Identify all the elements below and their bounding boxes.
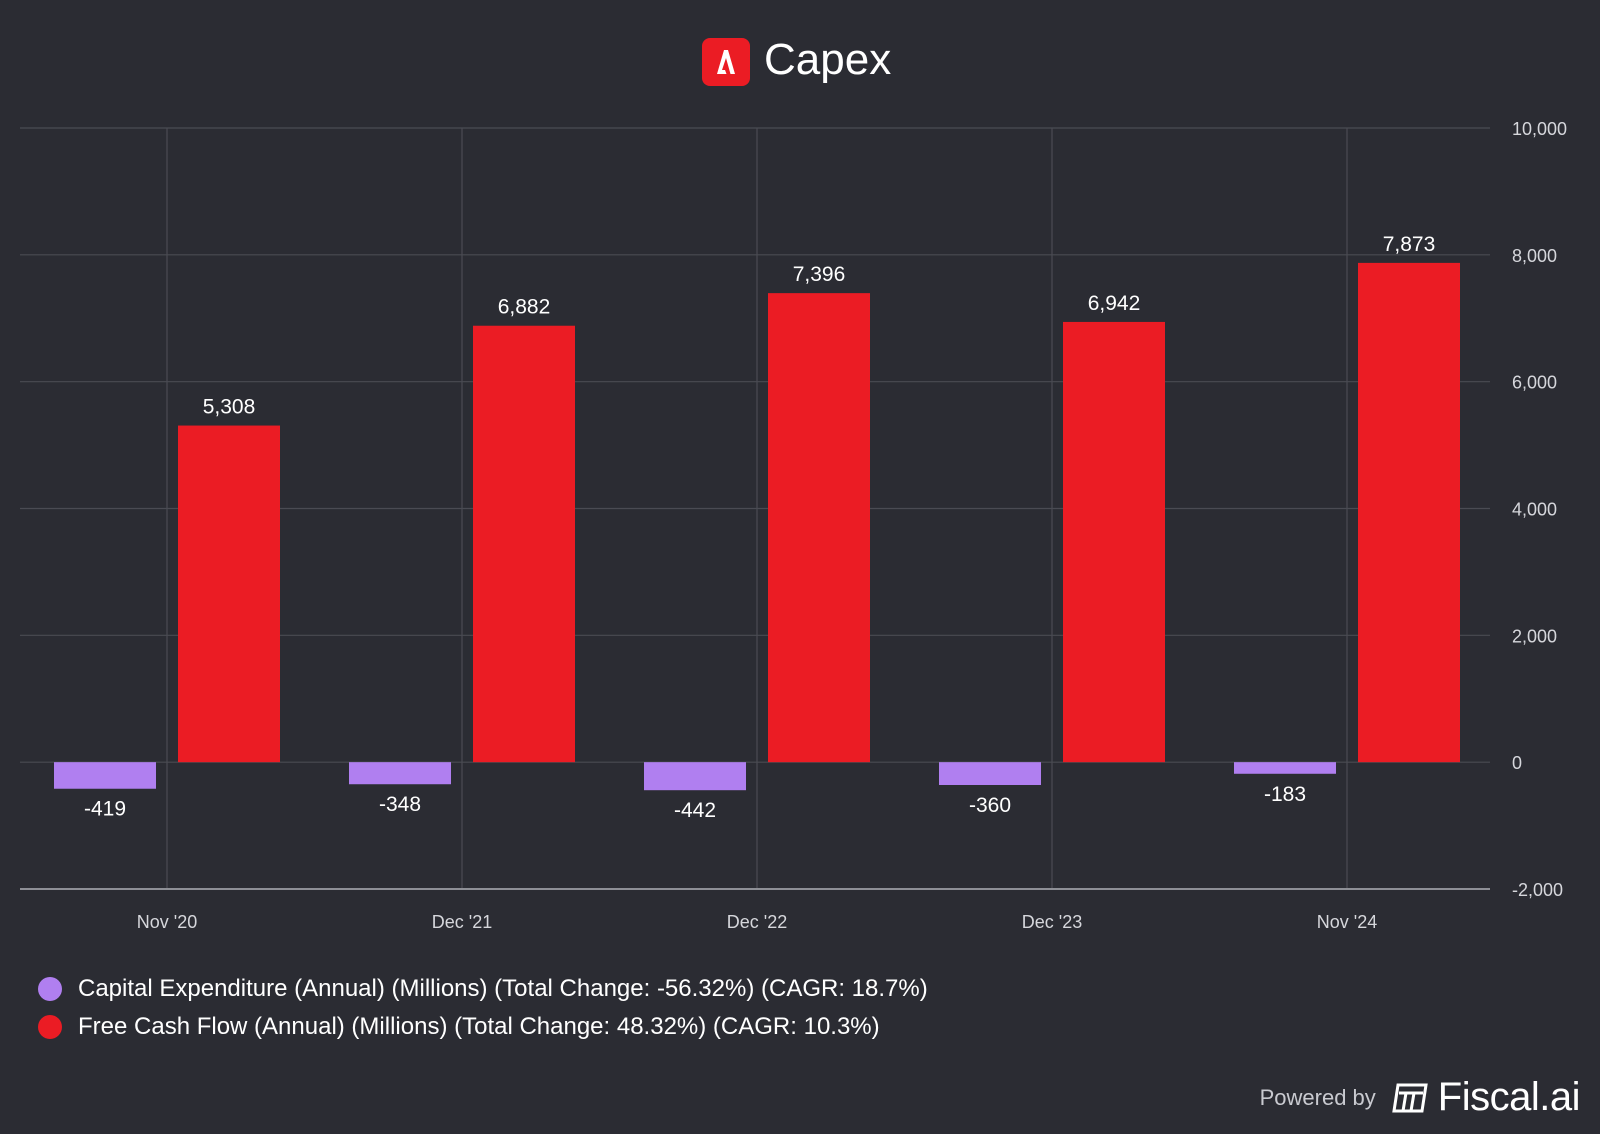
bar-fcf[interactable] [1358, 262, 1460, 763]
adobe-logo-icon [702, 38, 750, 86]
powered-by-text: Powered by [1259, 1084, 1376, 1110]
legend-dot-fcf [38, 1015, 62, 1039]
bar-label-fcf: 5,308 [203, 396, 256, 419]
chart: Capex -419 -348 -442 -360 -183 5,308 6,882 7,39… [20, 35, 1567, 932]
bar-capex[interactable] [644, 762, 746, 791]
y-tick-label: 4,000 [1512, 500, 1557, 520]
bar-value-labels: -419 -348 -442 -360 -183 5,308 6,882 7,396 6,942… [84, 233, 1435, 822]
chart-header: Capex [702, 35, 891, 86]
y-tick-label: 0 [1512, 753, 1522, 773]
y-tick-label: 10,000 [1512, 119, 1567, 139]
x-tick-label: Dec '22 [727, 912, 787, 932]
bar-label-capex: -183 [1264, 783, 1306, 806]
bar-label-fcf: 7,873 [1383, 233, 1436, 256]
x-tick-label: Dec '21 [432, 912, 492, 932]
x-tick-label: Nov '24 [1317, 912, 1377, 932]
bar-label-capex: -348 [379, 793, 421, 816]
legend-item-capex[interactable]: Capital Expenditure (Annual) (Millions) … [38, 970, 928, 1008]
horizontal-gridlines [20, 127, 1490, 890]
bars [54, 262, 1460, 791]
bar-capex[interactable] [54, 762, 156, 789]
bar-capex[interactable] [1234, 762, 1336, 774]
chart-title: Capex [764, 35, 891, 84]
bar-fcf[interactable] [768, 293, 870, 763]
bar-label-capex: -419 [84, 798, 126, 821]
brand-name: Fiscal.ai [1437, 1075, 1581, 1119]
bar-capex[interactable] [939, 762, 1041, 785]
legend-label-fcf: Free Cash Flow (Annual) (Millions) (Tota… [78, 1013, 880, 1040]
bar-label-fcf: 6,942 [1088, 292, 1141, 315]
bar-fcf[interactable] [178, 425, 280, 763]
x-axis: Nov '20 Dec '21 Dec '22 Dec '23 Nov '24 [137, 912, 1377, 932]
y-tick-label: 2,000 [1512, 626, 1557, 646]
fiscal-ai-logo-icon [1392, 1083, 1428, 1112]
bar-fcf[interactable] [473, 325, 575, 763]
bar-label-capex: -360 [969, 794, 1011, 817]
y-tick-label: -2,000 [1512, 880, 1563, 900]
bar-label-fcf: 6,882 [498, 296, 551, 319]
bar-capex[interactable] [349, 762, 451, 785]
y-tick-label: 8,000 [1512, 246, 1557, 266]
x-tick-label: Nov '20 [137, 912, 197, 932]
bar-label-fcf: 7,396 [793, 263, 846, 286]
legend: Capital Expenditure (Annual) (Millions) … [38, 970, 928, 1046]
y-axis: 10,000 8,000 6,000 4,000 2,000 0 -2,000 [1512, 119, 1567, 900]
x-tick-label: Dec '23 [1022, 912, 1082, 932]
legend-item-fcf[interactable]: Free Cash Flow (Annual) (Millions) (Tota… [38, 1008, 928, 1046]
footer: Powered by Fiscal.ai [1259, 1075, 1581, 1120]
bar-label-capex: -442 [674, 799, 716, 822]
bar-fcf[interactable] [1063, 321, 1165, 763]
legend-dot-capex [38, 977, 62, 1001]
y-tick-label: 6,000 [1512, 373, 1557, 393]
legend-label-capex: Capital Expenditure (Annual) (Millions) … [78, 975, 928, 1002]
